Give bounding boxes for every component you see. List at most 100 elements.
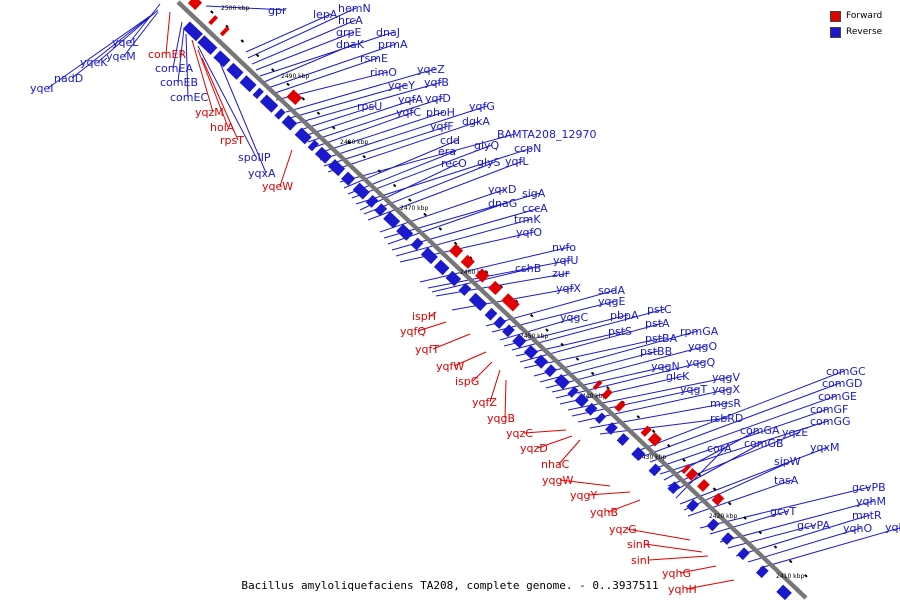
gene-leader-line — [197, 45, 257, 158]
gene-label: nadD — [54, 72, 83, 85]
reverse-gene — [631, 446, 646, 462]
gene-leader-line — [599, 417, 729, 435]
gene-label: spoIIP — [238, 151, 271, 164]
track-mark — [362, 154, 366, 159]
gene-label: yqgY — [570, 489, 597, 502]
gene-label: yqxA — [248, 167, 276, 180]
track-mark — [316, 111, 321, 116]
forward-gene — [286, 89, 303, 106]
track-mark — [575, 357, 580, 361]
gene-leader-line — [639, 370, 845, 451]
forward-gene — [592, 380, 603, 391]
track-mark — [667, 444, 671, 448]
track-mark — [682, 458, 686, 462]
legend-reverse-label: Reverse — [846, 27, 883, 37]
gene-leader-line — [185, 33, 189, 98]
forward-gene — [685, 468, 699, 481]
gene-leader-line — [489, 369, 501, 403]
reverse-gene — [737, 547, 750, 561]
gene-label: yqzE — [782, 426, 808, 439]
gene-label: sinI — [631, 554, 650, 567]
forward-gene — [208, 15, 219, 26]
track-mark — [301, 97, 306, 101]
gene-label: yqfU — [553, 254, 578, 267]
gene-label: comER — [148, 48, 186, 61]
gene-label: yqeL — [112, 36, 139, 49]
reverse-gene — [396, 223, 414, 241]
track-mark — [636, 415, 641, 419]
gene-label: phoH — [426, 106, 455, 119]
gene-label: holA — [210, 121, 235, 134]
reverse-gene — [239, 75, 257, 93]
gene-label: era — [438, 145, 456, 158]
gene-label: comGC — [826, 365, 866, 378]
scale-tick-label: 2490 kbp — [281, 73, 309, 80]
gene-label: yqhT — [885, 521, 900, 534]
forward-gene — [647, 432, 662, 447]
reverse-gene — [574, 393, 589, 408]
reverse-gene — [383, 211, 401, 229]
gene-leader-line — [685, 579, 735, 590]
legend-item-reverse: Reverse — [830, 24, 892, 40]
gene-leader-line — [545, 345, 707, 389]
gene-leader-line — [379, 188, 507, 233]
scale-tick-label: 2420 kbp — [709, 513, 737, 520]
gene-leader-line — [267, 43, 397, 89]
track-mark — [788, 559, 793, 564]
gene-leader-line — [663, 429, 759, 481]
gene-label: yqfQ — [400, 325, 426, 338]
gene-leader-line — [523, 337, 664, 369]
gene-label: rimO — [370, 66, 397, 79]
forward-gene — [614, 400, 626, 413]
forward-gene — [449, 243, 464, 258]
forward-gene — [711, 492, 725, 506]
gene-leader-line — [587, 491, 631, 496]
reverse-gene — [458, 283, 472, 296]
reverse-gene — [314, 146, 332, 164]
reverse-gene — [197, 35, 218, 55]
reverse-gene — [554, 373, 570, 390]
track-mark — [271, 68, 275, 72]
gene-label: yqfZ — [472, 396, 497, 409]
track-mark — [773, 545, 778, 549]
forward-gene — [601, 388, 613, 400]
track-mark — [545, 328, 549, 332]
reverse-gene — [281, 115, 298, 131]
gene-leader-line — [205, 5, 287, 11]
track-mark — [529, 313, 534, 318]
track-mark — [514, 299, 519, 303]
gene-leader-line — [679, 565, 717, 574]
gene-leader-line — [97, 9, 159, 63]
gene-label: yqgQ — [686, 356, 715, 369]
map-caption: Bacillus amyloliquefaciens TA208, comple… — [241, 579, 659, 592]
gene-label: yqgN — [651, 360, 680, 373]
gene-leader-line — [197, 49, 229, 128]
gene-label: ispH — [412, 310, 436, 323]
gene-label: rpsT — [220, 134, 244, 147]
track-mark — [727, 501, 732, 506]
gene-leader-line — [285, 68, 436, 113]
gene-label: prmA — [378, 38, 408, 51]
gene-leader-line — [245, 13, 332, 53]
gene-leader-line — [129, 3, 161, 43]
gene-label: yqzC — [506, 427, 533, 440]
scale-tick-label: 2440 kbp — [578, 393, 606, 400]
gene-label: yqgT — [680, 383, 707, 396]
gene-label: rsmE — [360, 52, 388, 65]
gene-label: glcK — [666, 370, 690, 383]
gene-label: pbpA — [610, 309, 639, 322]
track-mark — [286, 82, 290, 87]
gene-label: yqgW — [542, 474, 573, 487]
scale-tick-label: 2460 kbp — [460, 269, 488, 276]
gene-label: rpmGA — [680, 325, 719, 338]
gene-label: yqfW — [436, 360, 464, 373]
reverse-gene — [445, 270, 462, 287]
gene-leader-line — [165, 11, 171, 55]
gene-leader-line — [293, 81, 443, 125]
gene-leader-line — [347, 150, 457, 195]
track-mark — [255, 53, 260, 58]
gene-label: yqhB — [590, 506, 618, 519]
gene-label: hrcA — [338, 14, 363, 27]
reverse-gene — [374, 203, 388, 216]
gene-label: yqfA — [398, 93, 423, 106]
